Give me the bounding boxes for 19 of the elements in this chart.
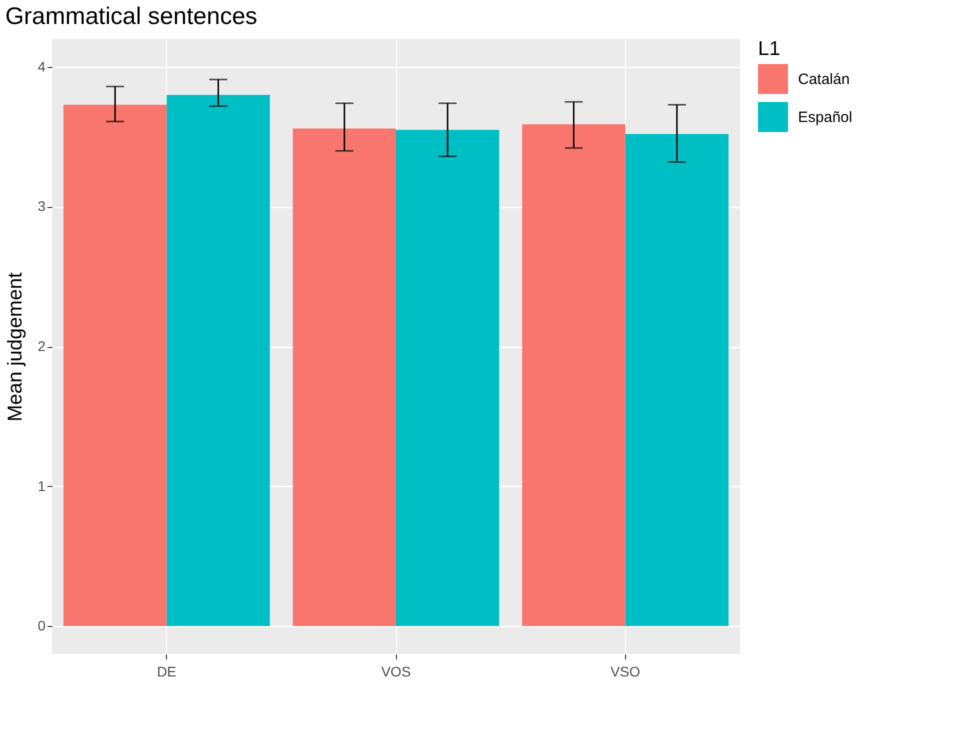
y-tick-label: 4 bbox=[38, 58, 46, 74]
y-tick-label: 0 bbox=[38, 618, 46, 634]
bar bbox=[522, 124, 626, 626]
bar bbox=[63, 104, 167, 626]
y-tick-label: 2 bbox=[38, 338, 46, 354]
x-tick-label: VOS bbox=[381, 664, 411, 680]
legend-title: L1 bbox=[758, 38, 780, 60]
y-axis-title: Mean judgement bbox=[4, 272, 27, 422]
bar bbox=[625, 134, 729, 626]
bar bbox=[166, 94, 270, 626]
x-tick-label: DE bbox=[156, 664, 176, 680]
bar bbox=[292, 128, 396, 626]
x-tick-label: VSO bbox=[610, 664, 640, 680]
bar bbox=[396, 130, 500, 626]
legend-label: Catalán bbox=[798, 71, 850, 88]
y-tick-label: 3 bbox=[38, 198, 46, 214]
y-tick-label: 1 bbox=[38, 478, 46, 494]
chart-title: Grammatical sentences bbox=[5, 3, 258, 30]
legend-label: Español bbox=[798, 109, 852, 126]
